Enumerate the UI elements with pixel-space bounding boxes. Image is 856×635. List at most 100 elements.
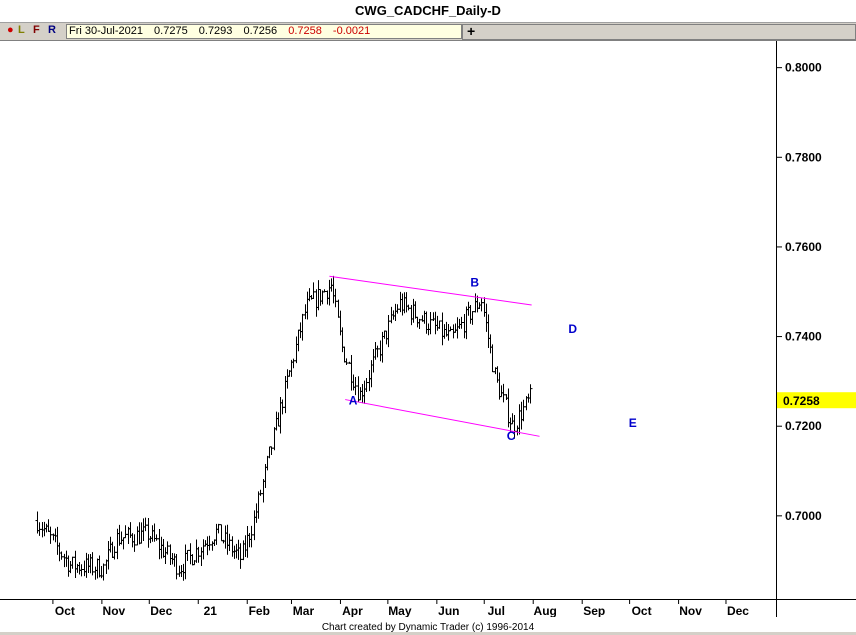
ohlc-bar	[163, 547, 168, 565]
ohlc-bar	[88, 553, 93, 574]
ohlc-bar	[506, 388, 511, 428]
ohlc-bar	[364, 378, 369, 393]
ohlc-bar	[479, 298, 484, 312]
ohlc-bar	[402, 292, 407, 314]
ohlc-bar	[77, 561, 82, 575]
ohlc-bar	[331, 275, 336, 304]
ohlc-bar	[135, 526, 140, 546]
ohlc-bar	[201, 539, 206, 560]
ohlc-bar	[504, 394, 509, 400]
ohlc-bar	[391, 310, 396, 320]
ohlc-bar	[203, 540, 208, 547]
price-chart: A B C D E	[35, 275, 637, 581]
crosshair-tool[interactable]: +	[462, 23, 856, 40]
ohlc-bar	[70, 556, 75, 569]
ohlc-bar	[172, 553, 177, 567]
ohlc-bar	[254, 503, 259, 523]
ohlc-bar	[398, 291, 403, 313]
chart-title: CWG_CADCHF_Daily-D	[355, 3, 501, 18]
ohlc-bar	[236, 539, 241, 560]
ohlc-bar	[501, 383, 506, 403]
ohlc-bar	[448, 326, 453, 332]
ohlc-bar	[159, 536, 164, 559]
r-button[interactable]: R	[48, 24, 56, 36]
ohlc-bar	[141, 518, 146, 541]
ohlc-bar	[161, 538, 166, 558]
ohlc-bar	[188, 543, 193, 565]
ohlc-bar	[466, 301, 471, 316]
ohlc-bar	[256, 491, 261, 519]
ohlc-bar	[417, 318, 422, 329]
y-tick-label: 0.7000	[785, 509, 822, 523]
ohlc-bar	[177, 565, 182, 577]
ohlc-bar	[68, 561, 73, 574]
ohlc-bar	[373, 341, 378, 360]
channel-line-lower	[345, 399, 540, 437]
ohlc-bar	[165, 541, 170, 555]
ohlc-bar	[384, 330, 389, 345]
x-tick-label: Apr	[342, 604, 363, 618]
ohlc-bar	[238, 543, 243, 569]
ohlc-bar	[121, 537, 126, 550]
ohlc-bar	[490, 344, 495, 373]
ohlc-bar	[227, 533, 232, 551]
ohlc-bar	[137, 522, 142, 545]
x-tick-label: Aug	[534, 604, 557, 618]
ohlc-bar	[225, 524, 230, 555]
ohlc-bar	[232, 545, 237, 559]
ohlc-bar	[360, 383, 365, 404]
ohlc-bar	[82, 560, 87, 577]
plot-area[interactable]: A B C D E	[0, 41, 776, 599]
x-tick-label: Dec	[727, 604, 749, 618]
ohlc-bar	[276, 412, 281, 427]
ohlc-bar	[53, 528, 58, 543]
x-tick-label: Sep	[583, 604, 605, 618]
ohlc-bar	[375, 345, 380, 358]
ohlc-bar	[55, 526, 60, 555]
ohlc-bar	[258, 489, 263, 496]
wave-label-a: A	[349, 393, 358, 407]
f-button[interactable]: F	[33, 24, 40, 36]
ohlc-bar	[139, 522, 144, 544]
ohlc-bar	[252, 510, 257, 541]
ohlc-bar	[351, 374, 356, 391]
ohlc-bar	[97, 555, 102, 578]
record-dot-button[interactable]: ●	[7, 24, 14, 36]
ohlc-bar	[168, 544, 173, 566]
ohlc-bar	[241, 540, 246, 561]
ohlc-bar	[344, 358, 349, 366]
ohlc-bar	[382, 330, 387, 339]
ohlc-bar	[101, 563, 106, 581]
ohlc-bar	[150, 525, 155, 542]
ohlc-bar	[488, 334, 493, 354]
ohlc-bar	[300, 313, 305, 341]
ohlc-bar	[194, 539, 199, 563]
ohlc-bar	[342, 346, 347, 363]
wave-label-c: C	[507, 429, 516, 443]
x-tick-label: Nov	[103, 604, 126, 618]
ohlc-bar	[207, 535, 212, 551]
l-button[interactable]: L	[18, 24, 25, 36]
y-tick-label: 0.7600	[785, 240, 822, 254]
ohlc-bar	[51, 533, 56, 541]
ohlc-bar	[464, 306, 469, 340]
ohlc-bar	[433, 311, 438, 335]
ohlc-bar	[453, 323, 458, 333]
ohlc-bar	[261, 478, 266, 503]
ohlc-bar	[311, 282, 316, 299]
ohlc-bar	[519, 401, 524, 430]
ohlc-bar	[333, 288, 338, 308]
ohlc-bar	[307, 288, 312, 302]
ohlc-bar	[371, 348, 376, 373]
ohlc-bar	[216, 523, 221, 534]
price-axis: 0.8000 0.7800 0.7600 0.7400 0.7200 0.7000 0.72…	[776, 41, 856, 599]
ohlc-bar	[119, 531, 124, 545]
wave-label-e: E	[629, 416, 637, 430]
ohlc-bar	[477, 302, 482, 309]
toolbar: ● L F R Fri 30-Jul-2021 0.7275 0.7293 0.…	[0, 23, 856, 41]
ohlc-bar	[48, 526, 53, 544]
ohlc-bar	[468, 304, 473, 324]
last-price-tag	[777, 392, 856, 409]
wave-label-d: D	[568, 322, 577, 336]
